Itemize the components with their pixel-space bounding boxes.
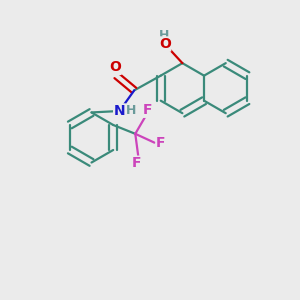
Text: F: F (132, 156, 142, 170)
Text: F: F (156, 136, 166, 150)
Text: H: H (125, 104, 136, 118)
Text: N: N (114, 104, 125, 118)
Text: F: F (142, 103, 152, 117)
Text: O: O (109, 60, 121, 74)
Text: O: O (159, 37, 171, 51)
Text: H: H (159, 29, 169, 42)
